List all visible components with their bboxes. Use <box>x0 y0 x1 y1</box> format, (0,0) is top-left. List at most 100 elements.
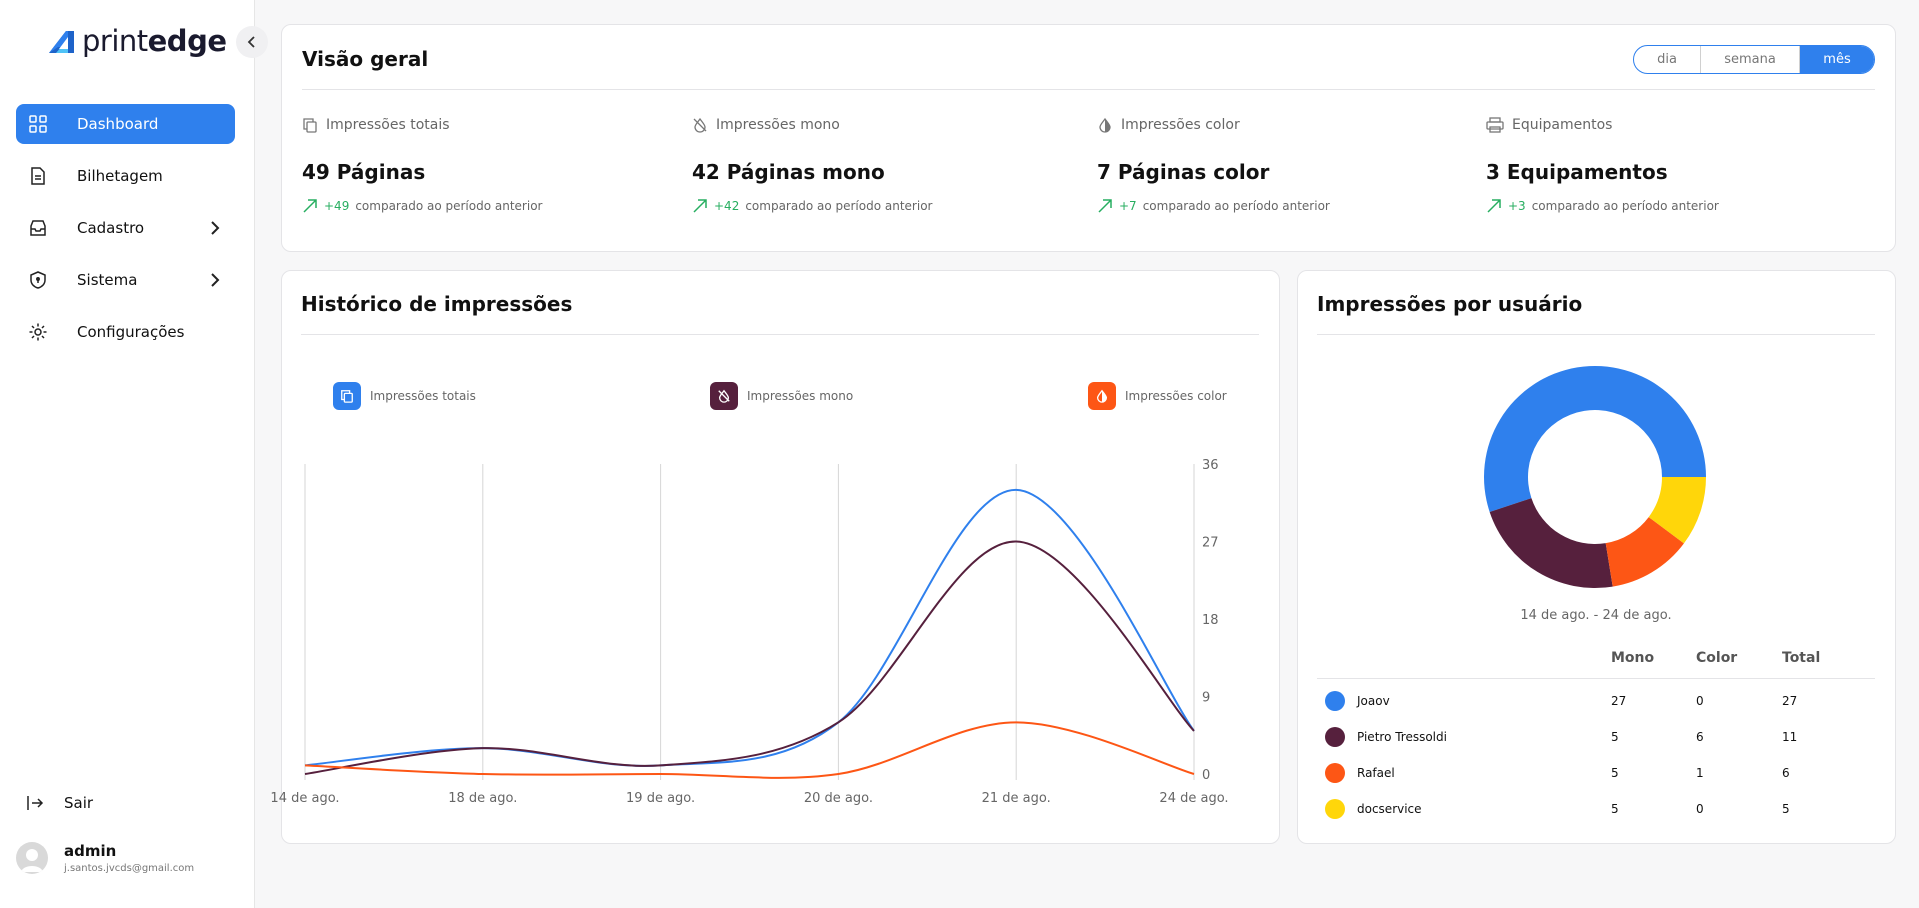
stat-total: Impressões totais 49 Páginas +49 compara… <box>302 117 542 214</box>
sidebar-item-label: Sistema <box>77 271 138 289</box>
legend-label: Impressões totais <box>370 389 476 403</box>
sidebar-nav: Dashboard Bilhetagem Cadastro Sistema <box>16 104 235 364</box>
table-row[interactable]: docservice 5 0 5 <box>1325 799 1873 835</box>
stat-delta-value: +42 <box>714 199 740 213</box>
total-cell: 11 <box>1782 730 1798 744</box>
user-profile[interactable]: admin j.santos.jvcds@gmail.com <box>16 842 194 874</box>
chevron-left-icon <box>247 36 255 48</box>
color-cell: 0 <box>1696 694 1704 708</box>
user-name-cell: Rafael <box>1357 766 1395 780</box>
color-cell: 0 <box>1696 802 1704 816</box>
inbox-icon <box>27 217 49 239</box>
table-row[interactable]: Rafael 5 1 6 <box>1325 763 1873 799</box>
shield-icon <box>27 269 49 291</box>
sidebar-item-configuracoes[interactable]: Configurações <box>16 312 235 352</box>
column-total: Total <box>1782 650 1821 666</box>
printedge-logo-icon <box>49 31 74 53</box>
history-divider <box>301 334 1259 335</box>
legend-total[interactable]: Impressões totais <box>333 382 476 410</box>
total-cell: 6 <box>1782 766 1790 780</box>
overview-card: Visão geral dia semana mês Impressões to… <box>281 24 1896 252</box>
trend-up-icon <box>1487 199 1501 213</box>
user-name-cell: Joaov <box>1357 694 1390 708</box>
total-cell: 5 <box>1782 802 1790 816</box>
sidebar-item-sistema[interactable]: Sistema <box>16 260 235 300</box>
period-option-mes[interactable]: mês <box>1800 46 1874 73</box>
stat-value: 42 Páginas mono <box>692 160 885 184</box>
stat-equipamentos: Equipamentos 3 Equipamentos +3 comparado… <box>1486 117 1719 214</box>
users-table-divider <box>1317 678 1875 679</box>
overview-divider <box>302 89 1875 90</box>
stat-value: 3 Equipamentos <box>1486 160 1668 184</box>
period-option-dia[interactable]: dia <box>1634 46 1701 73</box>
legend-mono[interactable]: Impressões mono <box>710 382 853 410</box>
gear-icon <box>27 321 49 343</box>
sidebar: printedge Dashboard Bilhetagem Cadastro <box>0 0 255 908</box>
sidebar-item-label: Dashboard <box>77 115 159 133</box>
donut-slice[interactable] <box>1484 365 1706 512</box>
sidebar-item-dashboard[interactable]: Dashboard <box>16 104 235 144</box>
chevron-right-icon <box>211 273 220 287</box>
logo[interactable]: printedge <box>46 24 227 58</box>
document-icon <box>27 165 49 187</box>
sidebar-item-label: Configurações <box>77 323 185 341</box>
copy-icon <box>303 118 317 133</box>
stat-value: 49 Páginas <box>302 160 426 184</box>
overview-title: Visão geral <box>302 47 429 71</box>
table-row[interactable]: Joaov 27 0 27 <box>1325 691 1873 727</box>
period-selector: dia semana mês <box>1633 45 1875 74</box>
sidebar-item-bilhetagem[interactable]: Bilhetagem <box>16 156 235 196</box>
stat-delta-text: comparado ao período anterior <box>355 199 543 213</box>
collapse-sidebar-button[interactable] <box>236 26 268 58</box>
donut-slice[interactable] <box>1648 477 1706 544</box>
stat-label: Equipamentos <box>1512 117 1613 133</box>
color-cell: 1 <box>1696 766 1704 780</box>
stat-delta-value: +7 <box>1119 199 1137 213</box>
total-cell: 27 <box>1782 694 1798 708</box>
stat-color: Impressões color 7 Páginas color +7 comp… <box>1097 117 1330 214</box>
legend-label: Impressões mono <box>747 389 854 403</box>
history-title: Histórico de impressões <box>301 292 573 316</box>
trend-up-icon <box>693 199 707 213</box>
stat-value: 7 Páginas color <box>1097 160 1270 184</box>
user-name: admin <box>64 842 117 860</box>
column-mono: Mono <box>1611 650 1655 666</box>
chevron-right-icon <box>211 221 220 235</box>
mono-cell: 27 <box>1611 694 1627 708</box>
stat-delta-text: comparado ao período anterior <box>1142 199 1330 213</box>
copy-icon <box>333 382 361 410</box>
user-email: j.santos.jvcds@gmail.com <box>64 863 195 874</box>
logo-text: printedge <box>82 24 227 58</box>
logout-label: Sair <box>64 794 94 812</box>
column-color: Color <box>1696 650 1738 666</box>
stat-delta-value: +49 <box>324 199 350 213</box>
table-row[interactable]: Pietro Tressoldi 5 6 11 <box>1325 727 1873 763</box>
stat-label: Impressões color <box>1121 117 1240 133</box>
stat-mono: Impressões mono 42 Páginas mono +42 comp… <box>692 117 932 214</box>
drop-off-icon <box>710 382 738 410</box>
history-card <box>281 270 1280 844</box>
logout-button[interactable]: Sair <box>26 794 93 812</box>
stat-label: Impressões mono <box>716 117 840 133</box>
users-divider <box>1317 334 1875 335</box>
printer-icon <box>1486 117 1504 133</box>
contrast-drop-icon <box>1099 117 1111 133</box>
stat-delta-value: +3 <box>1508 199 1526 213</box>
user-name-cell: Pietro Tressoldi <box>1357 730 1447 744</box>
mono-cell: 5 <box>1611 766 1619 780</box>
user-color-swatch <box>1325 799 1345 819</box>
donut-slice[interactable] <box>1489 498 1613 588</box>
donut-slice[interactable] <box>1605 517 1684 587</box>
legend-color[interactable]: Impressões color <box>1088 382 1227 410</box>
period-option-semana[interactable]: semana <box>1701 46 1800 73</box>
user-color-swatch <box>1325 691 1345 711</box>
mono-cell: 5 <box>1611 802 1619 816</box>
grid-icon <box>27 113 49 135</box>
sidebar-item-cadastro[interactable]: Cadastro <box>16 208 235 248</box>
legend-label: Impressões color <box>1125 389 1227 403</box>
trend-up-icon <box>303 199 317 213</box>
trend-up-icon <box>1098 199 1112 213</box>
users-title: Impressões por usuário <box>1317 292 1583 316</box>
contrast-drop-icon <box>1088 382 1116 410</box>
stat-delta-text: comparado ao período anterior <box>1531 199 1719 213</box>
